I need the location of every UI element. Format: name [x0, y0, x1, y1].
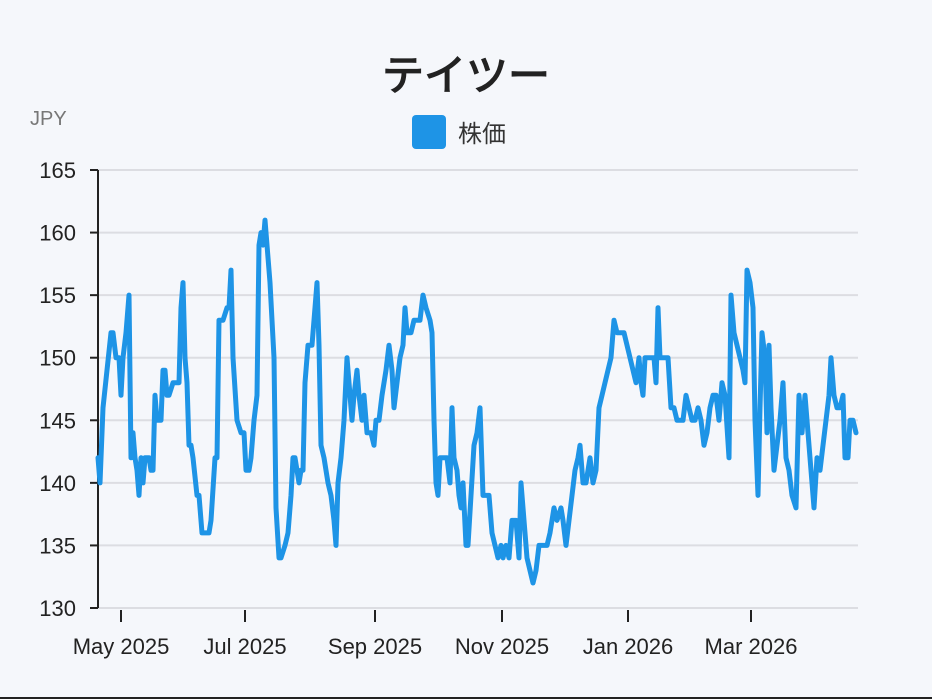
- svg-text:Jul 2025: Jul 2025: [203, 634, 286, 659]
- svg-text:Sep 2025: Sep 2025: [328, 634, 422, 659]
- svg-text:160: 160: [39, 221, 76, 246]
- svg-text:130: 130: [39, 596, 76, 621]
- svg-text:135: 135: [39, 533, 76, 558]
- legend-label: 株価: [458, 120, 506, 148]
- y-axis: 130 135 140 145 150 155 160 165: [39, 158, 99, 621]
- legend[interactable]: 株価: [412, 114, 506, 149]
- y-axis-unit-label: JPY: [30, 108, 67, 130]
- bottom-border: [0, 697, 932, 699]
- svg-text:150: 150: [39, 346, 76, 371]
- svg-text:May 2025: May 2025: [73, 634, 170, 659]
- svg-text:165: 165: [39, 158, 76, 183]
- svg-text:Nov 2025: Nov 2025: [455, 634, 549, 659]
- gridlines: [98, 169, 858, 609]
- svg-text:155: 155: [39, 283, 76, 308]
- legend-swatch: [412, 114, 446, 149]
- svg-text:140: 140: [39, 471, 76, 496]
- svg-text:145: 145: [39, 408, 76, 433]
- svg-text:Mar 2026: Mar 2026: [705, 634, 798, 659]
- x-axis: May 2025 Jul 2025 Sep 2025 Nov 2025 Jan 2026…: [73, 610, 798, 659]
- svg-text:Jan 2026: Jan 2026: [583, 634, 674, 659]
- price-line: [95, 217, 859, 586]
- chart-title: テイツー: [381, 51, 550, 100]
